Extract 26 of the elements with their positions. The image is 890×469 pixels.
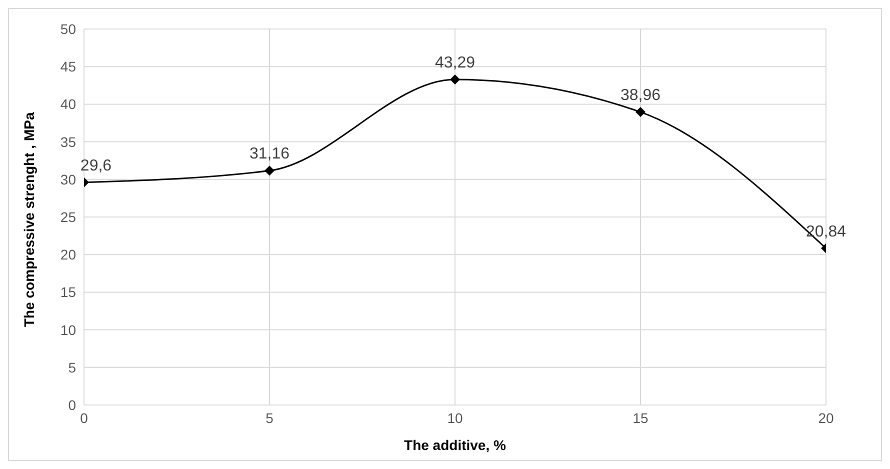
x-tick-label: 20 <box>818 410 834 426</box>
point <box>450 74 460 84</box>
y-tick-label: 10 <box>60 322 76 338</box>
y-tick-label: 30 <box>60 171 76 188</box>
y-tick-label: 15 <box>60 284 76 300</box>
y-tick-label: 0 <box>68 396 76 413</box>
data-label: 20,84 <box>806 223 846 240</box>
data-label: 29,6 <box>80 157 112 174</box>
y-tick-label: 40 <box>60 96 76 112</box>
point <box>636 107 646 118</box>
x-tick-label: 15 <box>632 410 648 426</box>
y-tick-label: 5 <box>68 359 76 376</box>
x-tick-label: 10 <box>447 410 463 426</box>
data-label: 38,96 <box>620 87 661 104</box>
y-tick-label: 50 <box>60 20 76 37</box>
y-tick-label: 20 <box>60 246 76 263</box>
x-axis-title: The additive, % <box>404 437 506 453</box>
y-tick-label: 25 <box>60 208 76 225</box>
y-axis-title: The compressive strenght , MPa <box>20 112 37 327</box>
data-label: 31,16 <box>249 146 290 163</box>
y-tick-label: 35 <box>60 134 76 150</box>
x-tick-label: 0 <box>80 410 88 426</box>
point <box>264 166 274 176</box>
x-tick-label: 5 <box>266 410 274 426</box>
y-tick-label: 45 <box>60 58 76 75</box>
data-label: 43,29 <box>434 54 476 72</box>
